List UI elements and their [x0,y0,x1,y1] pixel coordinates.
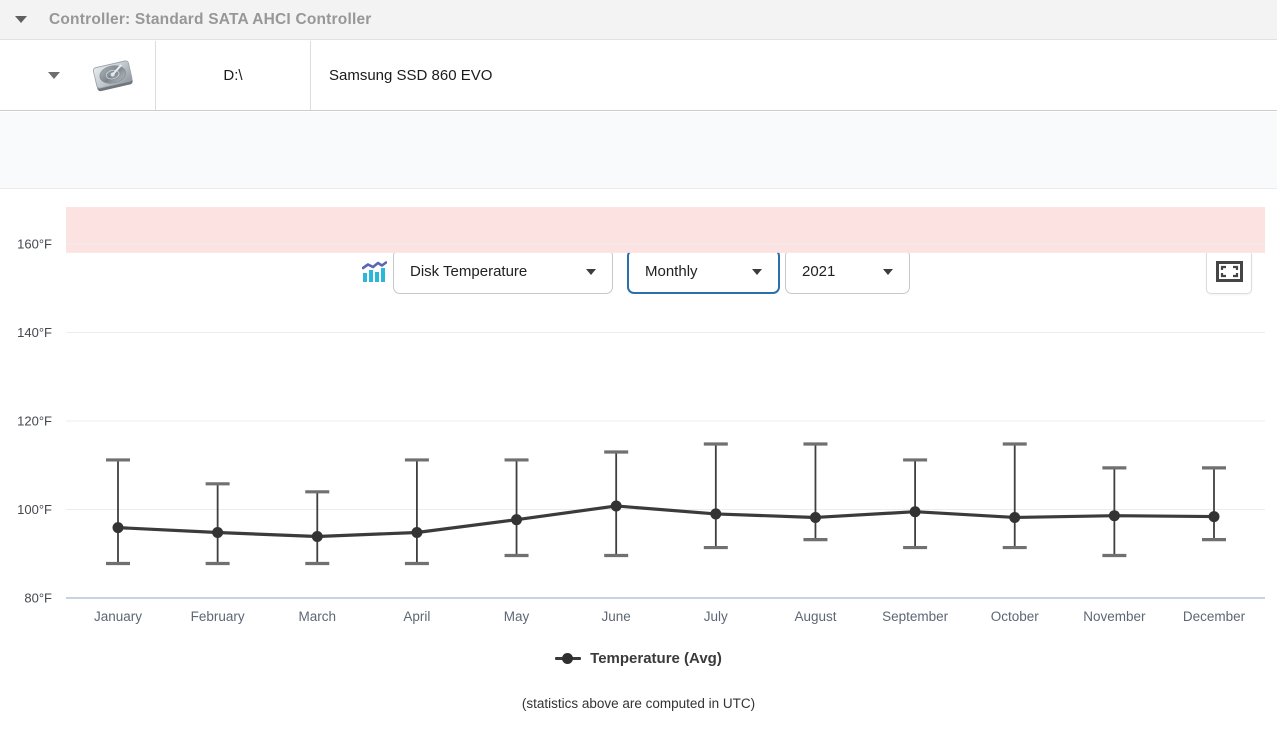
data-point-marker [112,522,124,534]
data-point-marker [411,527,423,539]
x-tick-label: November [1083,609,1146,624]
x-tick-label: February [191,609,245,624]
data-point-marker [909,506,921,518]
hard-disk-icon [92,59,133,91]
x-tick-label: August [794,609,836,624]
disk-row[interactable]: D:\ Samsung SSD 860 EVO [0,41,1277,111]
period-select-value: Monthly [645,263,698,280]
x-tick-label: January [94,609,142,624]
x-tick-label: December [1183,609,1246,624]
data-point-marker [710,508,722,520]
y-tick-label: 120°F [17,414,52,429]
x-tick-label: September [882,609,949,624]
x-tick-label: June [602,609,631,624]
year-select-value: 2021 [802,263,836,280]
data-point-marker [1108,510,1120,522]
legend-label: Temperature (Avg) [590,649,722,667]
x-tick-label: April [403,609,430,624]
y-tick-label: 160°F [17,237,52,252]
data-point-marker [212,527,224,539]
y-tick-label: 100°F [17,502,52,517]
legend-line-dot-marker [555,652,582,664]
disk-expand-cell[interactable] [0,41,156,110]
data-point-marker [1208,511,1220,523]
danger-zone-band [66,207,1265,253]
chevron-down-icon[interactable] [15,16,27,23]
chevron-down-icon [883,268,893,275]
data-point-marker [1009,511,1021,523]
temperature-avg-line [116,504,1216,539]
temperature-chart: 80°F 100°F 120°F 140°F 160°F January February M… [17,207,1265,624]
chevron-down-icon[interactable] [48,72,60,79]
disk-model[interactable]: Samsung SSD 860 EVO [329,67,493,84]
chevron-down-icon [752,268,762,275]
chart-stats-icon [362,261,387,282]
controller-title: Controller: Standard SATA AHCI Controlle… [49,10,372,28]
data-point-marker [311,530,323,542]
utc-footnote: (statistics above are computed in UTC) [521,696,756,711]
chevron-down-icon [586,268,596,275]
x-tick-label: March [299,609,337,624]
data-point-marker [511,514,523,526]
data-point-marker [809,511,821,523]
fullscreen-icon [1215,261,1243,282]
x-tick-label: October [991,609,1040,624]
drive-letter[interactable]: D:\ [156,41,311,110]
y-tick-label: 80°F [24,591,52,606]
data-point-marker [610,500,622,512]
x-tick-label: July [704,609,728,624]
controller-header[interactable]: Controller: Standard SATA AHCI Controlle… [0,0,1277,40]
chart-controls: Disk Temperature Monthly 2021 [0,112,1277,294]
y-tick-label: 140°F [17,325,52,340]
metric-select-value: Disk Temperature [410,263,528,280]
period-select[interactable]: Monthly [627,249,780,294]
x-tick-label: May [504,609,530,624]
legend-item-temperature-avg[interactable]: Temperature (Avg) [0,646,1277,670]
